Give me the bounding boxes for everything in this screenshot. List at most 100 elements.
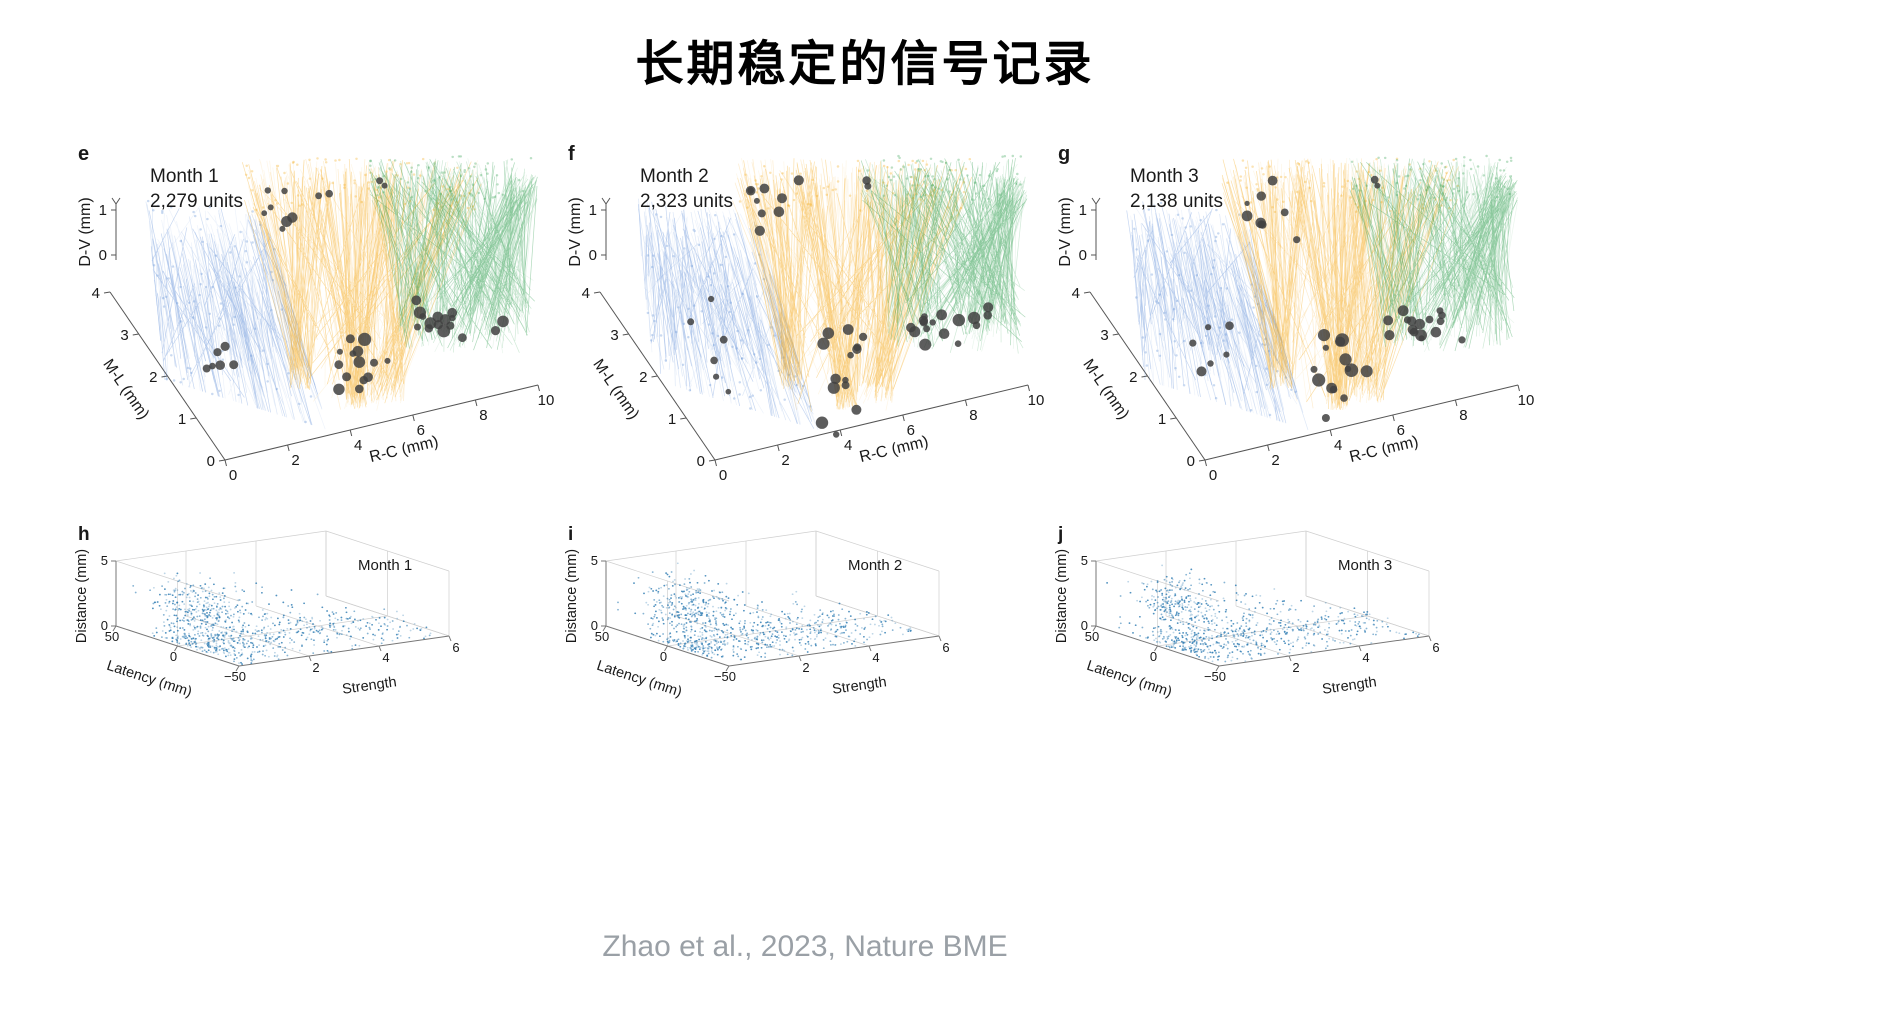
x-tick-label: 2 [1271, 452, 1279, 469]
z-tick-label: 0 [99, 247, 107, 264]
panel-j: 0 5 50 0 −50 2 4 6 Distance (mm) Latency (mm) Stre… [1050, 518, 1540, 768]
y-tick-label: 2 [149, 369, 157, 386]
unit-dot [384, 357, 391, 364]
y-tick-label: 0 [1150, 649, 1157, 664]
fiber-blue [1130, 207, 1298, 423]
unit-dot [1335, 336, 1346, 347]
y-tick-label: 0 [1187, 453, 1195, 470]
y-tick-label: 0 [170, 649, 177, 664]
fiber-orange [1225, 158, 1461, 410]
z-tick-label: 1 [1079, 202, 1087, 219]
unit-dot [713, 373, 720, 380]
panel-g: 0 2 4 6 8 10 R-C (mm) 0 1 2 3 4 M-L (mm) 1 0 D-V (mm) g M… [1050, 140, 1540, 515]
x-tick-label: 6 [907, 422, 915, 439]
fiber-nodes-orange [1241, 159, 1460, 214]
scatter-points [151, 572, 428, 665]
unit-dot [954, 340, 962, 347]
units-label: 2,279 units [150, 191, 243, 212]
z-axis-label: D-V (mm) [567, 197, 584, 266]
y-tick-label: −50 [1204, 669, 1226, 684]
unit-dot [213, 348, 222, 357]
panel-letter: i [568, 524, 573, 545]
x-axis-label: Strength [341, 674, 398, 697]
fiber-nodes-green [369, 159, 505, 201]
y-tick-label: 4 [582, 285, 590, 302]
unit-dot [754, 225, 765, 236]
x-tick-label: 8 [479, 407, 487, 424]
scatter-points [645, 562, 912, 661]
unit-dot [923, 325, 931, 333]
fiber-orange [736, 158, 970, 411]
z-tick-label: 0 [101, 618, 108, 633]
unit-dot [938, 328, 950, 339]
fiber-orange [732, 158, 965, 410]
fiber-nodes-green [369, 155, 533, 201]
x-tick-label: 4 [872, 650, 879, 665]
panel-e: 0 2 4 6 8 10 R-C (mm) 0 1 2 3 4 M-L (mm) 1 0 D-V (mm) e M… [70, 140, 560, 515]
unit-dot [1256, 191, 1266, 201]
unit-dot [1370, 175, 1379, 184]
fiber-nodes-blue [1135, 226, 1297, 394]
unit-dot [411, 295, 422, 306]
month-label: Month 3 [1338, 557, 1392, 574]
fiber-nodes-green [866, 154, 1023, 197]
axes [1095, 561, 1430, 667]
unit-dot [853, 343, 862, 352]
z-tick-label: 5 [1081, 553, 1088, 568]
z-axis-label: D-V (mm) [77, 197, 94, 266]
fiber-nodes-orange [744, 158, 972, 212]
unit-dot [414, 323, 421, 331]
y-tick-label: 0 [697, 453, 705, 470]
fiber-blue [145, 201, 323, 426]
unit-dot [1403, 316, 1412, 324]
panel-letter: j [1057, 524, 1063, 545]
x-tick-label: 2 [802, 660, 809, 675]
y-tick-label: 1 [1158, 411, 1166, 428]
y-tick-label: 0 [660, 649, 667, 664]
fiber-nodes-blue [646, 214, 790, 401]
fiber-blue [638, 198, 814, 425]
y-tick-label: 3 [1100, 327, 1108, 344]
unit-dot [1383, 315, 1394, 326]
unit-dot [220, 341, 230, 351]
fiber-nodes-orange [1226, 158, 1444, 213]
fiber-blue [638, 201, 815, 429]
bottom-panel-row: 0 5 50 0 −50 2 4 6 Distance (mm) Latency (mm) Stre… [70, 518, 1540, 768]
unit-dot [972, 321, 981, 330]
fiber-nodes-blue [146, 199, 301, 406]
y-axis-label: M-L (mm) [1079, 356, 1132, 422]
unit-dot [279, 225, 286, 232]
unit-dot [936, 309, 947, 321]
unit-dot [1436, 317, 1445, 326]
y-axis-label: Latency (mm) [1085, 658, 1174, 701]
x-axis-label: R-C (mm) [858, 433, 930, 466]
slide-title: 长期稳定的信号记录 [635, 38, 1095, 91]
fiber-nodes-green [1377, 156, 1506, 197]
unit-dot [1414, 318, 1425, 330]
x-tick-label: 6 [1432, 640, 1439, 655]
month-label: Month 1 [358, 557, 412, 574]
unit-dot [1374, 182, 1381, 189]
units-label: 2,323 units [640, 191, 733, 212]
unit-dot [281, 187, 288, 195]
y-tick-label: 50 [105, 629, 119, 644]
fiber-clusters [638, 154, 1028, 431]
unit-dot [359, 376, 368, 385]
x-axis-label: R-C (mm) [1348, 433, 1420, 466]
unit-dot [793, 175, 804, 186]
top-panel-row: 0 2 4 6 8 10 R-C (mm) 0 1 2 3 4 M-L (mm) 1 0 D-V (mm) e M… [70, 140, 1540, 515]
x-tick-label: 4 [382, 650, 389, 665]
z-tick-label: 5 [101, 553, 108, 568]
x-tick-label: 2 [781, 452, 789, 469]
unit-dot [745, 185, 756, 196]
unit-dot [1223, 351, 1230, 358]
y-tick-label: −50 [714, 669, 736, 684]
y-tick-label: 50 [595, 629, 609, 644]
unit-dot [1241, 210, 1253, 222]
unit-dot [822, 327, 835, 339]
unit-dot [449, 314, 456, 322]
unit-dot [424, 324, 433, 333]
x-tick-label: 2 [291, 452, 299, 469]
